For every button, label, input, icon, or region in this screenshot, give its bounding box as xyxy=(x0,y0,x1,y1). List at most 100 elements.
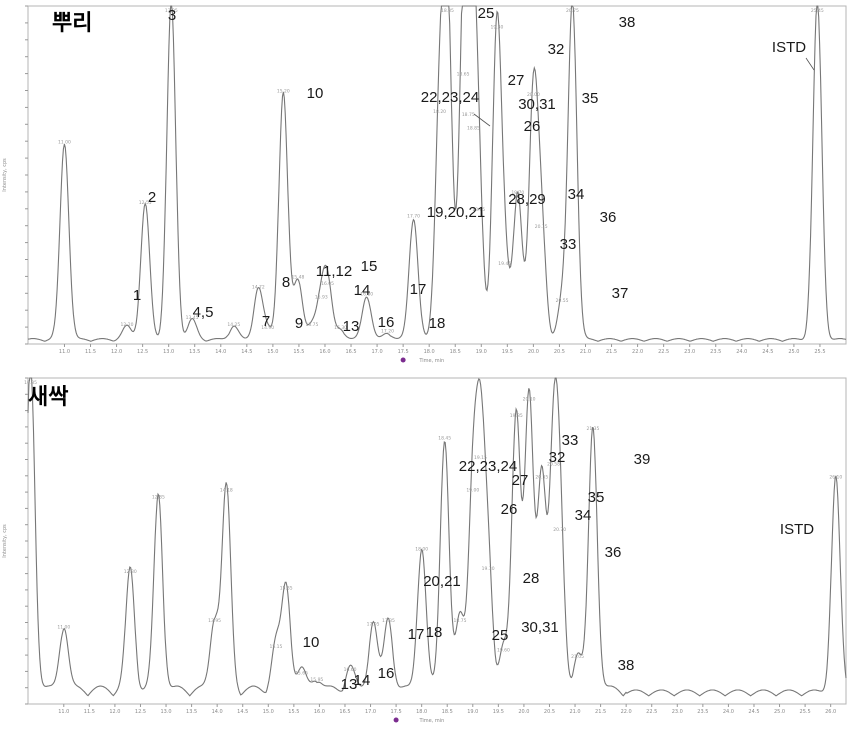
retention-time-label: 14.25 xyxy=(227,322,240,328)
x-tick-label: 15.5 xyxy=(288,709,299,715)
retention-time-label: 15.48 xyxy=(291,274,304,280)
retention-time-label: 12.55 xyxy=(139,200,152,206)
peak-label: 30,31 xyxy=(518,96,556,113)
chromatogram-trace xyxy=(27,377,847,697)
peak-label: 17 xyxy=(408,626,425,643)
x-tick-label: 14.5 xyxy=(241,349,252,355)
retention-time-label: 13.45 xyxy=(186,315,199,321)
x-tick-label: 17.5 xyxy=(391,709,402,715)
x-tick-label: 19.5 xyxy=(502,349,513,355)
peak-label: 32 xyxy=(548,41,565,58)
x-tick-label: 13.5 xyxy=(189,349,200,355)
peak-label: 28,29 xyxy=(508,191,546,208)
x-tick-label: 18.0 xyxy=(416,709,427,715)
x-tick-label: 16.0 xyxy=(314,709,325,715)
x-tick-label: 15.5 xyxy=(293,349,304,355)
retention-time-label: 18.85 xyxy=(467,126,480,132)
retention-time-label: 20.00 xyxy=(527,92,540,98)
time-cursor-marker[interactable] xyxy=(393,717,399,723)
panel-title: 새싹 xyxy=(28,385,68,410)
x-tick-label: 25.0 xyxy=(774,709,785,715)
peak-label: 28 xyxy=(523,570,540,587)
chromatogram-sprout-panel: 11.0 11.5 12.0 12.5 13.0 13.5 14.0 14.5 15.0 15.5… xyxy=(0,372,850,752)
retention-time-label: 21.35 xyxy=(586,426,599,432)
retention-time-label: 12.85 xyxy=(152,494,165,500)
peak-label: 26 xyxy=(501,501,518,518)
x-tick-label: 12.5 xyxy=(137,349,148,355)
retention-time-label: 19.15 xyxy=(474,455,487,461)
retention-time-label: 20.58 xyxy=(547,462,560,468)
y-axis-title: Intensity, cps xyxy=(2,158,8,192)
peak-label: 25 xyxy=(492,627,509,644)
retention-time-label: 15.95 xyxy=(310,677,323,683)
retention-time-label: 12.30 xyxy=(124,569,137,575)
retention-time-label: 18.65 xyxy=(457,72,470,78)
peak-label: 38 xyxy=(618,657,635,674)
retention-time-label: 16.05 xyxy=(321,281,334,287)
x-tick-label: 11.5 xyxy=(84,709,95,715)
peak-label: 38 xyxy=(619,14,636,31)
peak-label: 18 xyxy=(426,624,443,641)
retention-time-label: 19.85 xyxy=(510,413,523,419)
retention-time-label: 18.45 xyxy=(438,436,451,442)
x-tick-label: 21.5 xyxy=(606,349,617,355)
x-tick-label: 17.0 xyxy=(365,709,376,715)
peak-label: 30,31 xyxy=(521,619,559,636)
retention-time-label: 18.20 xyxy=(433,109,446,115)
x-tick-label: 20.0 xyxy=(518,709,529,715)
peak-label: 34 xyxy=(575,507,592,524)
label-leader-line xyxy=(805,57,815,71)
time-cursor-marker[interactable] xyxy=(400,357,406,363)
retention-time-label: 19.30 xyxy=(490,24,503,30)
retention-time-label: 19.70 xyxy=(511,190,524,196)
retention-time-label: 10.35 xyxy=(24,380,37,386)
retention-time-label: 15.65 xyxy=(295,670,308,676)
retention-time-label: 18.00 xyxy=(415,546,428,552)
x-tick-label: 18.5 xyxy=(450,349,461,355)
chromatogram-root-panel: 11.0 11.5 12.0 12.5 13.0 13.5 14.0 14.5 15.0 15.5… xyxy=(0,0,850,370)
peak-label: 27 xyxy=(512,472,529,489)
peak-label: 32 xyxy=(549,449,566,466)
peak-label: 39 xyxy=(634,451,651,468)
peak-label: 10 xyxy=(307,85,324,102)
x-tick-label: 21.0 xyxy=(569,709,580,715)
x-tick-label: 15.0 xyxy=(263,709,274,715)
x-tick-label: 20.5 xyxy=(554,349,565,355)
retention-time-label: 18.75 xyxy=(454,618,467,624)
peak-label: 14 xyxy=(354,282,371,299)
x-axis-title: Time, min xyxy=(418,718,444,724)
peak-label: ISTD xyxy=(772,39,806,56)
peak-label: 4,5 xyxy=(193,304,214,321)
x-tick-label: 19.0 xyxy=(476,349,487,355)
x-tick-label: 18.0 xyxy=(424,349,435,355)
peak-label: 17 xyxy=(410,281,427,298)
x-tick-label: 25.0 xyxy=(788,349,799,355)
peak-label: 25 xyxy=(478,5,495,22)
retention-time-label: 20.35 xyxy=(535,475,548,481)
x-tick-label: 19.5 xyxy=(493,709,504,715)
peak-label: ISTD xyxy=(780,521,814,538)
x-tick-label: 12.5 xyxy=(135,709,146,715)
retention-time-label: 20.10 xyxy=(523,396,536,402)
peak-label: 3 xyxy=(168,7,176,24)
x-tick-label: 22.0 xyxy=(632,349,643,355)
retention-time-label: 19.45 xyxy=(498,261,511,267)
peak-label: 10 xyxy=(303,634,320,651)
x-tick-label: 21.5 xyxy=(595,709,606,715)
plot-frame xyxy=(27,377,847,705)
retention-time-label: 15.35 xyxy=(280,586,293,592)
retention-time-label: 19.30 xyxy=(482,566,495,572)
peak-label: 22,23,24 xyxy=(459,458,517,475)
x-tick-label: 18.5 xyxy=(442,709,453,715)
label-leader-line xyxy=(473,113,491,127)
x-tick-label: 19.0 xyxy=(467,709,478,715)
peak-label: 20,21 xyxy=(423,573,461,590)
x-tick-label: 11.0 xyxy=(58,709,69,715)
chromatogram-trace xyxy=(27,5,847,342)
retention-time-label: 15.15 xyxy=(270,644,283,650)
peak-label: 11,12 xyxy=(316,263,352,280)
retention-time-label: 16.30 xyxy=(334,325,347,331)
peak-label: 26 xyxy=(524,118,541,135)
x-tick-label: 20.5 xyxy=(544,709,555,715)
retention-time-label: 14.72 xyxy=(252,285,265,291)
